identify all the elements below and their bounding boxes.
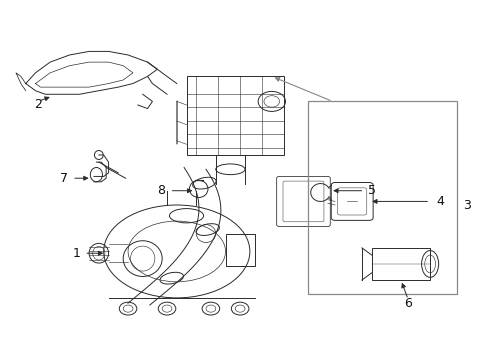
Text: 7: 7 [60, 172, 68, 185]
Bar [308, 102, 457, 294]
Text: 6: 6 [404, 297, 412, 310]
Bar [187, 76, 284, 155]
Text: 2: 2 [34, 99, 42, 112]
Bar [372, 248, 430, 280]
Text: 3: 3 [463, 198, 470, 212]
Bar [225, 234, 255, 266]
Text: 1: 1 [73, 247, 81, 260]
Text: 8: 8 [157, 184, 165, 197]
Text: 4: 4 [436, 195, 444, 208]
Text: 5: 5 [368, 184, 376, 197]
